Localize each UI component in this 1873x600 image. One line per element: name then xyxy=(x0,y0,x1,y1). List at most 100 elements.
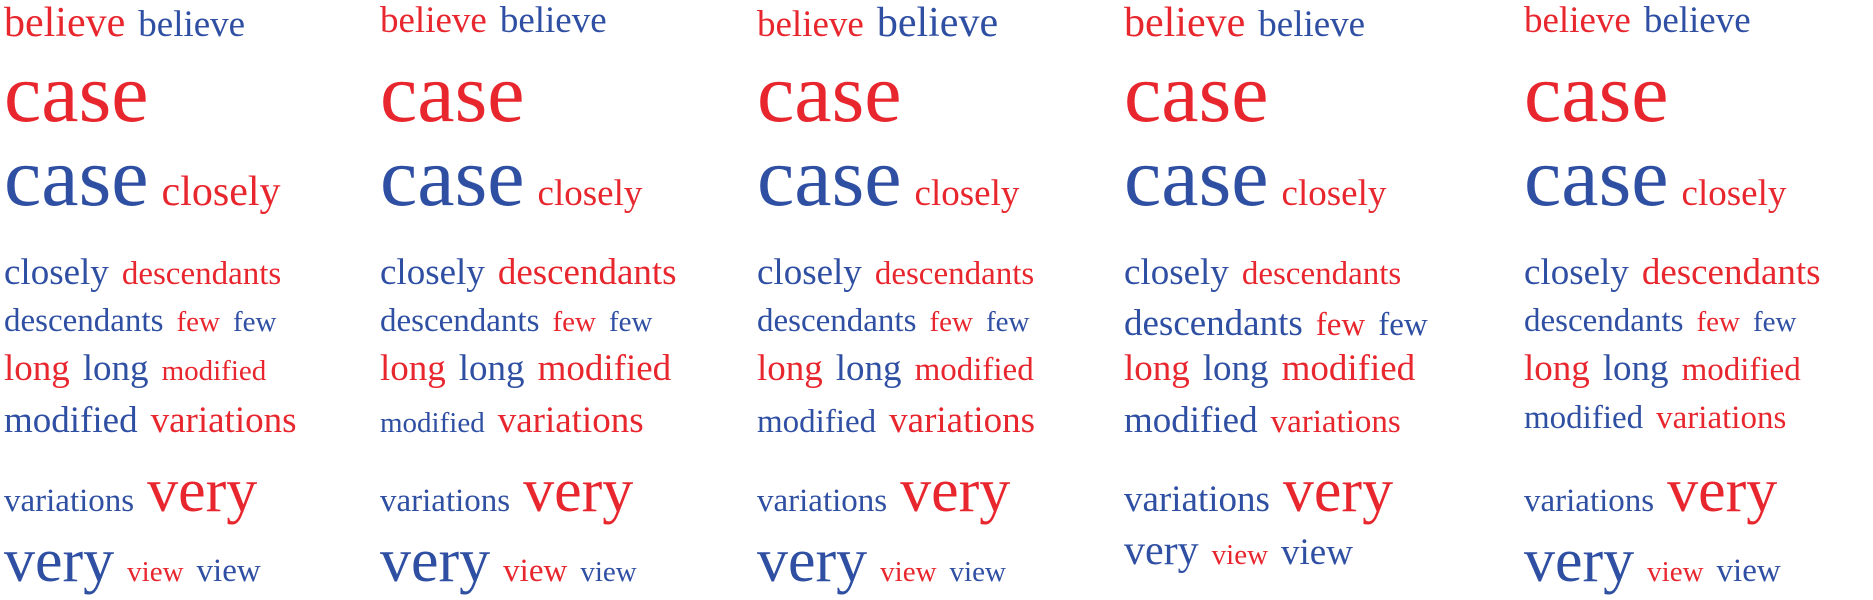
word-cloud-line: modified variations xyxy=(380,402,657,439)
word-cloud-line: case closely xyxy=(1524,136,1799,220)
word-cloud-line: case xyxy=(1124,52,1282,136)
word-cloud-line: long long modified xyxy=(1124,350,1428,387)
word-variations: variations xyxy=(380,483,511,519)
word-case: case xyxy=(1124,47,1269,140)
word-few: few xyxy=(929,306,973,338)
word-long: long xyxy=(835,348,902,389)
word-variations: variations xyxy=(1270,404,1401,440)
word-view: view xyxy=(1647,556,1704,588)
word-cloud-line: descendants few few xyxy=(1124,305,1441,342)
word-variations: variations xyxy=(1656,400,1787,436)
word-variations: variations xyxy=(1124,479,1270,520)
word-modified: modified xyxy=(1281,348,1416,389)
word-descendants: descendants xyxy=(4,303,164,339)
word-long: long xyxy=(458,348,525,389)
word-cloud-3: believe believe case case closely closely desc… xyxy=(757,0,1127,600)
word-cloud-line: descendants few few xyxy=(380,305,665,338)
word-view: view xyxy=(1211,539,1269,571)
word-very: very xyxy=(1524,527,1635,595)
word-case: case xyxy=(4,131,149,224)
word-cloud-line: closely descendants xyxy=(1124,254,1414,291)
word-cloud-1: believe believe case case closely closely desc… xyxy=(4,0,374,600)
word-cloud-line: case closely xyxy=(1124,136,1399,220)
word-cloud-line: very view view xyxy=(1124,530,1366,572)
word-cloud-line: modified variations xyxy=(1524,402,1799,435)
word-modified: modified xyxy=(4,400,138,441)
word-cloud-line: variations very xyxy=(1124,460,1406,522)
word-long: long xyxy=(4,348,70,389)
word-cloud-line: case closely xyxy=(757,136,1032,220)
word-long: long xyxy=(82,348,149,389)
word-cloud-line: very view view xyxy=(757,530,1019,592)
word-view: view xyxy=(1716,553,1781,589)
word-believe: believe xyxy=(138,4,246,45)
word-few: few xyxy=(1696,306,1740,338)
word-modified: modified xyxy=(537,348,672,389)
word-modified: modified xyxy=(161,355,267,387)
word-cloud-line: variations very xyxy=(757,460,1023,522)
word-believe: believe xyxy=(1124,0,1246,46)
word-closely: closely xyxy=(380,252,485,293)
word-very: very xyxy=(1124,528,1199,574)
word-cloud-line: closely descendants xyxy=(4,254,294,291)
word-modified: modified xyxy=(757,404,877,440)
word-cloud-line: descendants few few xyxy=(4,305,289,338)
word-cloud-line: closely descendants xyxy=(380,254,690,291)
word-descendants: descendants xyxy=(757,303,917,339)
word-cloud-4: believe believe case case closely closely desc… xyxy=(1124,0,1494,600)
word-view: view xyxy=(880,556,937,588)
word-very: very xyxy=(1667,457,1778,525)
word-view: view xyxy=(580,556,637,588)
word-believe: believe xyxy=(4,0,126,46)
word-cloud-line: case xyxy=(1524,52,1682,136)
word-long: long xyxy=(1124,348,1190,389)
word-cloud-line: case xyxy=(757,52,915,136)
word-closely: closely xyxy=(1281,173,1387,214)
word-descendants: descendants xyxy=(1241,256,1402,292)
word-cloud-line: variations very xyxy=(1524,460,1790,522)
word-variations: variations xyxy=(150,400,297,441)
word-few: few xyxy=(232,306,277,338)
word-closely: closely xyxy=(1681,173,1787,214)
word-cloud-line: modified variations xyxy=(4,402,310,439)
word-very: very xyxy=(4,527,115,595)
word-modified: modified xyxy=(1524,400,1644,436)
word-cloud-line: long long modified xyxy=(1524,350,1814,387)
word-cloud-line: descendants few few xyxy=(1524,305,1809,338)
word-cloud-line: very view view xyxy=(4,530,274,592)
word-view: view xyxy=(196,553,261,589)
word-very: very xyxy=(900,457,1011,525)
word-cloud-line: believe believe xyxy=(1524,2,1764,39)
word-case: case xyxy=(1524,47,1669,140)
word-cloud-2: believe believe case case closely closely desc… xyxy=(380,0,750,600)
word-cloud-line: very view view xyxy=(1524,530,1794,592)
word-closely: closely xyxy=(1124,252,1229,293)
word-long: long xyxy=(1202,348,1269,389)
word-descendants: descendants xyxy=(380,303,540,339)
word-long: long xyxy=(380,348,446,389)
word-believe: believe xyxy=(876,0,999,46)
word-view: view xyxy=(127,556,184,588)
word-cloud-5: believe believe case case closely closely desc… xyxy=(1524,0,1873,600)
word-view: view xyxy=(503,553,568,589)
word-descendants: descendants xyxy=(1641,252,1821,293)
word-variations: variations xyxy=(497,400,644,441)
word-case: case xyxy=(1124,131,1269,224)
word-closely: closely xyxy=(537,173,643,214)
word-few: few xyxy=(608,306,653,338)
word-few: few xyxy=(176,306,220,338)
word-case: case xyxy=(4,47,149,140)
word-cloud-line: long long modified xyxy=(380,350,684,387)
word-cloud-line: variations very xyxy=(4,460,270,522)
word-case: case xyxy=(757,47,902,140)
word-believe: believe xyxy=(1643,0,1751,41)
word-descendants: descendants xyxy=(1524,303,1684,339)
word-case: case xyxy=(757,131,902,224)
word-cloud-line: long long modified xyxy=(4,350,279,387)
word-long: long xyxy=(1524,348,1590,389)
word-few: few xyxy=(1315,307,1366,343)
word-very: very xyxy=(147,457,258,525)
word-very: very xyxy=(380,527,491,595)
word-cloud-line: case xyxy=(380,52,538,136)
word-believe: believe xyxy=(499,0,607,41)
